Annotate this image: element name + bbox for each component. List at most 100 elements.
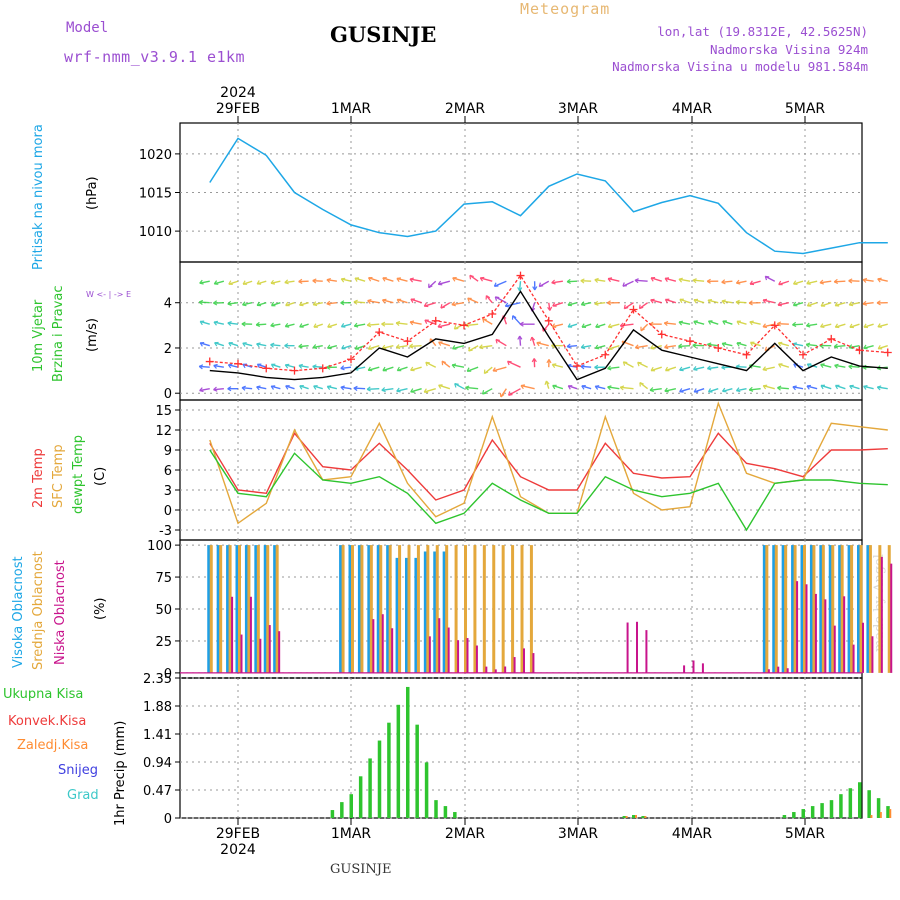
wind-arrow	[650, 277, 662, 282]
wind-arrow-head	[567, 323, 573, 328]
conv-precip-bar	[644, 816, 647, 818]
wind-arrow-head	[762, 298, 768, 304]
wind-arrow-head	[862, 277, 868, 283]
wind-arrow	[834, 302, 846, 307]
wind-compass: W <- | -> E	[86, 290, 131, 299]
wind-arrow	[368, 366, 380, 371]
low-cloud-bar	[447, 627, 450, 673]
wind-arrow	[608, 323, 620, 328]
day-label-top: 5MAR	[785, 101, 826, 117]
gust-marker	[318, 364, 327, 373]
wind-arrow	[707, 299, 719, 304]
wind-arrow	[298, 345, 309, 348]
wind-arrow-head	[806, 302, 812, 307]
wind-arrow	[214, 280, 225, 285]
wind-arrow-head	[619, 385, 625, 391]
wind-arrow	[410, 388, 422, 393]
wind-arrow-head	[327, 323, 332, 328]
wind-arrow-head	[353, 299, 358, 305]
wind-arrow-head	[199, 320, 205, 326]
wind-arrow	[650, 366, 662, 372]
wind-arrow-head	[749, 280, 755, 286]
wind-arrow	[227, 302, 239, 305]
wind-arrow-head	[381, 387, 386, 393]
gust-marker	[460, 321, 468, 330]
wind-arrow-head	[862, 300, 867, 306]
high-cloud-bar	[809, 545, 814, 673]
wind-arrow	[353, 387, 366, 390]
wind-arrow-head	[366, 322, 372, 328]
temp-ytick-label: 15	[155, 404, 172, 419]
gust-marker	[516, 271, 525, 280]
total-precip-bar	[340, 802, 344, 818]
wind-arrow	[608, 345, 620, 350]
pressure-ytick-label: 1015	[139, 187, 172, 202]
total-precip-bar	[810, 806, 815, 818]
mid-cloud-bar	[238, 545, 241, 673]
temp-ytick-label: 6	[164, 464, 172, 479]
wind-arrow	[508, 388, 521, 396]
temp-ytick-label: 3	[164, 484, 172, 499]
wind-arrow-head	[607, 323, 613, 329]
mid-cloud-bar	[859, 545, 863, 673]
t2m-label: 2m Temp	[31, 448, 46, 508]
wind-ytick-label: 4	[164, 297, 172, 312]
total-precip-bar	[330, 810, 335, 818]
wind-arrow-head	[340, 300, 345, 306]
mid-cloud-bar	[369, 545, 373, 673]
wind-arrow	[863, 345, 874, 349]
cloud-ytick-label: 0	[164, 667, 172, 682]
precip-frame	[179, 677, 863, 819]
total-precip-label: Ukupna Kisa	[3, 687, 83, 702]
wind-arrow	[199, 280, 210, 284]
wind-arrow-head	[214, 341, 219, 347]
wind-arrow	[749, 280, 761, 285]
wind-arrow-head	[664, 366, 670, 372]
low-cloud-bar	[852, 644, 855, 673]
wind-arrow-head	[805, 322, 811, 328]
precip-ytick-label: 0.94	[143, 756, 172, 771]
wind-arrow	[424, 388, 436, 393]
wind-arrow	[637, 361, 648, 368]
wind-arrow-head	[833, 278, 839, 285]
wind-arrow	[518, 281, 522, 292]
wind-arrow-head	[849, 384, 854, 390]
wind-arrow	[749, 321, 761, 325]
wind-arrow	[806, 280, 818, 285]
wind-arrow-head	[544, 380, 550, 386]
wind-arrow	[863, 385, 874, 390]
wind-arrow-head	[395, 320, 401, 327]
mid-cloud-bar	[379, 545, 383, 673]
wind-arrow-head	[722, 320, 727, 325]
day-label-top: 1MAR	[331, 101, 372, 117]
gust-marker	[234, 359, 242, 368]
pressure-ytick-label: 1020	[139, 148, 172, 163]
wind-arrow	[199, 388, 210, 392]
day-label-bottom: 1MAR	[331, 826, 372, 842]
total-precip-bar	[792, 812, 796, 818]
wind-arrow-head	[834, 384, 840, 390]
wind-speed-line	[209, 290, 888, 381]
wind-arrow	[341, 323, 352, 328]
precip-ytick-label: 0.47	[143, 784, 172, 799]
wind-arrow	[326, 279, 337, 282]
wind-ytick-label: 0	[164, 387, 172, 402]
high-cloud-bar	[216, 545, 221, 673]
wind-arrow	[551, 280, 563, 284]
high-cloud-bar	[207, 545, 212, 673]
wind-arrow	[664, 277, 677, 282]
wind-arrow	[607, 277, 620, 282]
gust-marker	[799, 350, 807, 359]
total-precip-bar	[368, 758, 372, 818]
wind-arrow	[353, 301, 366, 304]
wind-arrow-head	[693, 366, 698, 371]
wind-arrow	[382, 345, 394, 350]
wind-arrow-head	[820, 384, 826, 390]
wind-arrow-head	[664, 344, 669, 350]
wind-arrow	[271, 385, 281, 390]
wind-arrow	[763, 385, 775, 390]
wind-arrow-head	[529, 336, 536, 342]
high-cloud-bar	[800, 545, 805, 673]
wind-label-2: Brzina i Pravac	[51, 285, 66, 382]
wind-arrow	[693, 366, 705, 371]
